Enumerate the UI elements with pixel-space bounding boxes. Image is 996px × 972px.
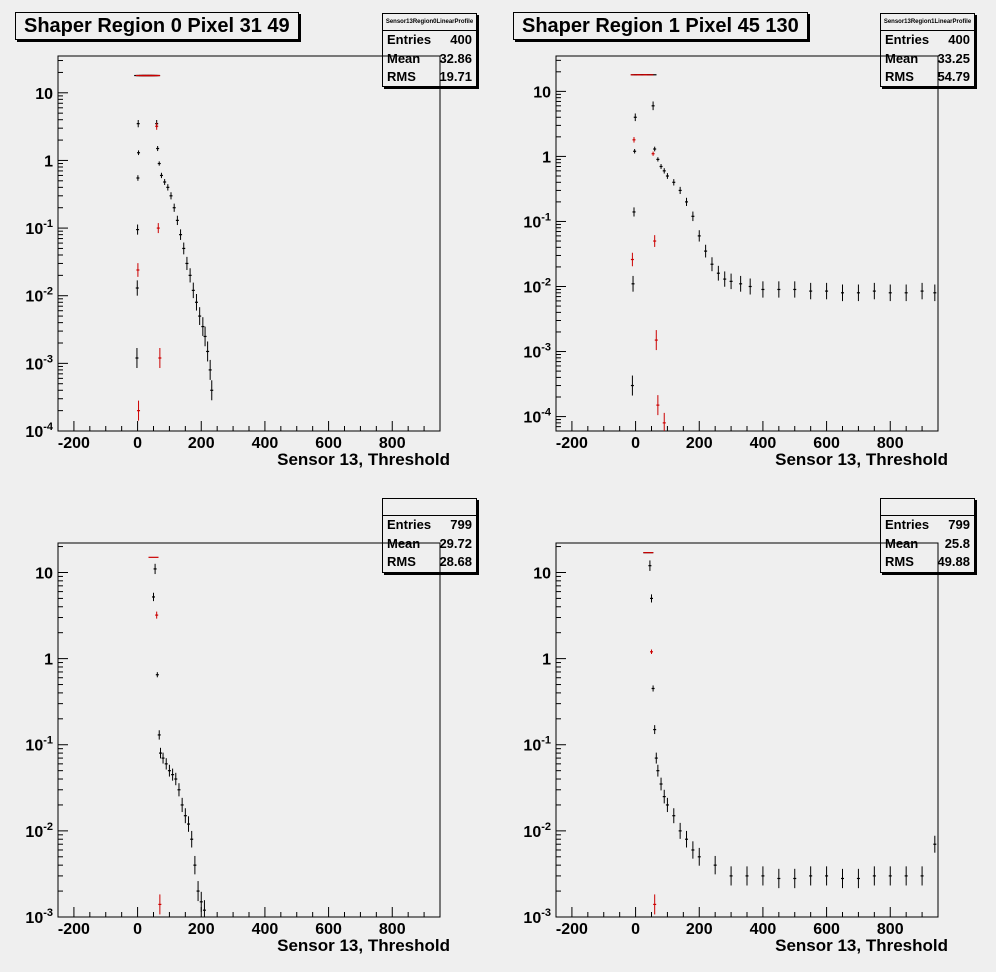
stats-entries-row-3: Entries 799	[881, 516, 974, 535]
y-tick-label: 10-2	[25, 286, 53, 306]
stats-name-2	[383, 499, 476, 516]
stats-entries-row-1: Entries 400	[881, 31, 974, 50]
x-tick-label: 400	[252, 435, 279, 452]
stats-entries-label: Entries	[387, 517, 432, 532]
panel-title-0: Shaper Region 0 Pixel 31 49	[15, 12, 299, 40]
x-tick-label: 800	[379, 435, 406, 452]
x-tick-label: 200	[686, 921, 713, 938]
stats-entries-row-2: Entries 799	[383, 516, 476, 535]
x-tick-label: 800	[877, 435, 904, 452]
x-tick-label: 800	[877, 921, 904, 938]
stats-entries-value: 400	[450, 32, 472, 47]
plot-frame	[555, 55, 939, 432]
stats-rms-label: RMS	[885, 69, 914, 84]
stats-mean-row-1: Mean 33.25	[881, 50, 974, 69]
x-axis-label: Sensor 13, Threshold	[277, 936, 450, 955]
stats-mean-row-2: Mean 29.72	[383, 535, 476, 554]
stats-rms-label: RMS	[885, 554, 914, 569]
x-tick-label: 200	[188, 921, 215, 938]
y-tick-label: 1	[44, 153, 53, 170]
y-tick-label: 1	[44, 652, 53, 669]
y-tick-label: 10-3	[523, 907, 551, 927]
x-tick-label: 0	[133, 435, 142, 452]
x-tick-label: 600	[315, 435, 342, 452]
stats-rms-row-3: RMS 49.88	[881, 553, 974, 572]
stats-entries-label: Entries	[885, 517, 930, 532]
x-tick-label: 0	[631, 435, 640, 452]
stats-rms-value: 54.79	[937, 69, 970, 84]
stats-mean-value: 29.72	[439, 535, 472, 551]
x-tick-label: 400	[750, 921, 777, 938]
plot-frame	[57, 542, 441, 918]
stats-mean-label: Mean	[885, 50, 919, 66]
stats-entries-label: Entries	[387, 32, 432, 47]
stats-box-0: Sensor13Region0LinearProfile Entries 400 …	[382, 13, 477, 87]
stats-rms-value: 28.68	[439, 554, 472, 569]
x-tick-label: 0	[631, 921, 640, 938]
y-tick-label: 10-1	[25, 735, 53, 755]
y-tick-label: 10	[533, 84, 551, 101]
y-tick-label: 10-3	[25, 353, 53, 373]
stats-mean-row-0: Mean 32.86	[383, 50, 476, 69]
plot-frame	[555, 542, 939, 918]
x-tick-label: -200	[556, 921, 588, 938]
x-tick-label: 0	[133, 921, 142, 938]
y-tick-label: 10	[35, 565, 53, 582]
stats-rms-row-2: RMS 28.68	[383, 553, 476, 572]
stats-mean-value: 32.86	[439, 50, 472, 66]
stats-name-0: Sensor13Region0LinearProfile	[383, 14, 476, 31]
stats-mean-label: Mean	[387, 50, 421, 66]
y-tick-label: 10-4	[523, 407, 551, 427]
y-tick-label: 1	[542, 652, 551, 669]
stats-entries-label: Entries	[885, 32, 930, 47]
stats-name-3	[881, 499, 974, 516]
y-tick-label: 1	[542, 149, 551, 166]
y-tick-label: 10-3	[523, 342, 551, 362]
x-tick-label: 200	[686, 435, 713, 452]
stats-rms-value: 19.71	[439, 69, 472, 84]
y-tick-label: 10-2	[25, 821, 53, 841]
x-tick-label: 600	[315, 921, 342, 938]
stats-rms-label: RMS	[387, 554, 416, 569]
y-tick-label: 10-1	[523, 735, 551, 755]
y-tick-label: 10-4	[25, 421, 53, 441]
y-tick-label: 10-2	[523, 821, 551, 841]
stats-entries-row-0: Entries 400	[383, 31, 476, 50]
x-tick-label: 800	[379, 921, 406, 938]
stats-entries-value: 400	[948, 32, 970, 47]
stats-rms-value: 49.88	[937, 554, 970, 569]
stats-entries-value: 799	[450, 517, 472, 532]
y-tick-label: 10	[533, 565, 551, 582]
stats-mean-value: 25.8	[944, 535, 970, 551]
x-tick-label: 400	[750, 435, 777, 452]
stats-name-1: Sensor13Region1LinearProfile	[881, 14, 974, 31]
x-tick-label: -200	[58, 435, 90, 452]
x-tick-label: -200	[58, 921, 90, 938]
y-tick-label: 10-2	[523, 276, 551, 296]
x-tick-label: 400	[252, 921, 279, 938]
x-tick-label: 600	[813, 435, 840, 452]
stats-box-2: Entries 799 Mean 29.72 RMS 28.68	[382, 498, 477, 573]
stats-rms-row-0: RMS 19.71	[383, 68, 476, 87]
x-axis-label: Sensor 13, Threshold	[277, 450, 450, 469]
y-tick-label: 10-1	[523, 211, 551, 231]
y-tick-label: 10-1	[25, 218, 53, 238]
x-tick-label: 200	[188, 435, 215, 452]
x-axis-label: Sensor 13, Threshold	[775, 936, 948, 955]
stats-box-1: Sensor13Region1LinearProfile Entries 400 …	[880, 13, 975, 87]
panel-title-1: Shaper Region 1 Pixel 45 130	[513, 12, 808, 40]
stats-rms-row-1: RMS 54.79	[881, 68, 974, 87]
stats-mean-value: 33.25	[937, 50, 970, 66]
stats-box-3: Entries 799 Mean 25.8 RMS 49.88	[880, 498, 975, 573]
plot-frame	[57, 55, 441, 432]
y-tick-label: 10-3	[25, 907, 53, 927]
x-axis-label: Sensor 13, Threshold	[775, 450, 948, 469]
x-tick-label: -200	[556, 435, 588, 452]
x-tick-label: 600	[813, 921, 840, 938]
stats-rms-label: RMS	[387, 69, 416, 84]
stats-entries-value: 799	[948, 517, 970, 532]
y-tick-label: 10	[35, 86, 53, 103]
